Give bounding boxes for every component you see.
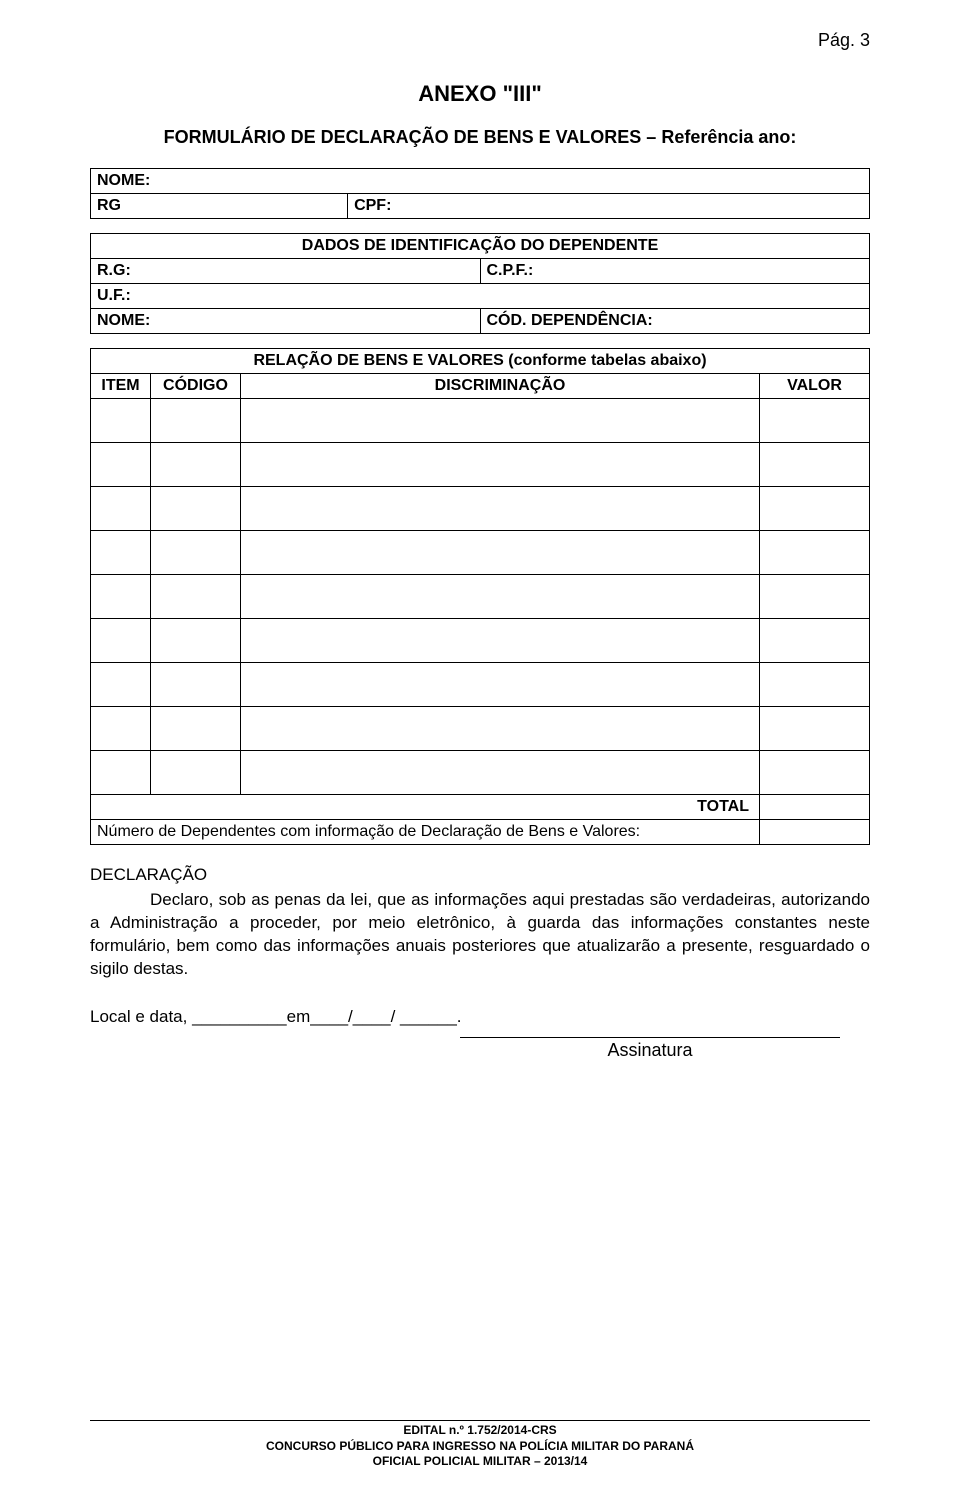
table-cell [91,399,151,443]
table-cell [760,487,870,531]
dep-count [760,820,870,845]
signature-label: Assinatura [460,1040,840,1061]
col-valor: VALOR [760,374,870,399]
table-row [91,531,870,575]
total-label: TOTAL [91,795,760,820]
table-cell [91,751,151,795]
table-cell [760,575,870,619]
table-row [91,575,870,619]
table-cell [241,531,760,575]
dep-info: Número de Dependentes com informação de … [91,820,760,845]
table-row [91,707,870,751]
signature-block: Assinatura [460,1037,840,1061]
dep-uf-label: U.F.: [91,284,870,309]
table-cell [241,399,760,443]
footer-line3: OFICIAL POLICIAL MILITAR – 2013/14 [90,1454,870,1470]
table-cell [151,707,241,751]
table-cell [760,443,870,487]
col-disc: DISCRIMINAÇÃO [241,374,760,399]
table-cell [151,399,241,443]
table-cell [760,751,870,795]
page: Pág. 3 ANEXO "III" FORMULÁRIO DE DECLARA… [0,0,960,1505]
table-cell [91,619,151,663]
dep-rg-label: R.G: [91,259,481,284]
rg-label: RG [91,194,348,219]
dep-cpf-label: C.P.F.: [480,259,870,284]
table-cell [241,487,760,531]
table-cell [151,443,241,487]
table-row [91,751,870,795]
footer: EDITAL n.º 1.752/2014-CRS CONCURSO PÚBLI… [90,1420,870,1470]
form-title: FORMULÁRIO DE DECLARAÇÃO DE BENS E VALOR… [90,127,870,148]
footer-line1: EDITAL n.º 1.752/2014-CRS [90,1423,870,1439]
declaracao-block: DECLARAÇÃO Declaro, sob as penas da lei,… [90,865,870,981]
footer-text: EDITAL n.º 1.752/2014-CRS CONCURSO PÚBLI… [90,1423,870,1470]
dependente-header: DADOS DE IDENTIFICAÇÃO DO DEPENDENTE [91,234,870,259]
table-cell [760,531,870,575]
table-cell [151,751,241,795]
table-cell [151,619,241,663]
table-row [91,619,870,663]
dep-coddep-label: CÓD. DEPENDÊNCIA: [480,309,870,334]
table-cell [91,531,151,575]
table-row [91,399,870,443]
table-cell [241,575,760,619]
table-row [91,487,870,531]
footer-rule [90,1420,870,1421]
table-cell [760,399,870,443]
cpf-label: CPF: [348,194,870,219]
total-value [760,795,870,820]
footer-line2: CONCURSO PÚBLICO PARA INGRESSO NA POLÍCI… [90,1439,870,1455]
declaracao-title: DECLARAÇÃO [90,865,870,885]
table-cell [91,443,151,487]
table-cell [760,707,870,751]
table-cell [151,531,241,575]
col-codigo: CÓDIGO [151,374,241,399]
table-cell [91,487,151,531]
table-cell [241,663,760,707]
local-data: Local e data, __________em____/____/ ___… [90,1007,870,1027]
table-cell [151,575,241,619]
signature-line [460,1037,840,1038]
nome-label: NOME: [91,169,870,194]
table-cell [241,751,760,795]
declaracao-body: Declaro, sob as penas da lei, que as inf… [90,889,870,981]
page-number: Pág. 3 [90,30,870,51]
table-cell [760,619,870,663]
bens-table: RELAÇÃO DE BENS E VALORES (conforme tabe… [90,348,870,845]
dep-nome-label: NOME: [91,309,481,334]
table-cell [241,619,760,663]
bens-rows [91,399,870,795]
col-item: ITEM [91,374,151,399]
table-cell [241,443,760,487]
table-cell [151,663,241,707]
table-row [91,663,870,707]
table-cell [91,575,151,619]
dependente-table: DADOS DE IDENTIFICAÇÃO DO DEPENDENTE R.G… [90,233,870,334]
table-cell [151,487,241,531]
table-cell [760,663,870,707]
bens-header: RELAÇÃO DE BENS E VALORES (conforme tabe… [91,349,870,374]
table-cell [241,707,760,751]
anexo-title: ANEXO "III" [90,81,870,107]
table-cell [91,707,151,751]
table-cell [91,663,151,707]
table-row [91,443,870,487]
identificacao-table: NOME: RG CPF: [90,168,870,219]
